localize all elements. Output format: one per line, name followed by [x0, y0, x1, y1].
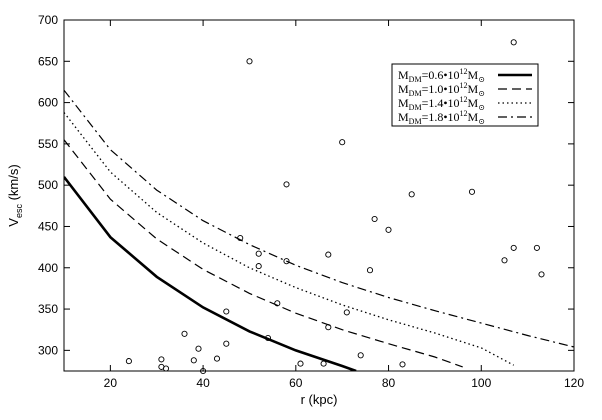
- x-tick-label: 40: [196, 376, 210, 390]
- y-tick-label: 700: [38, 13, 58, 27]
- data-point: [162, 365, 170, 372]
- y-tick-label: 400: [38, 261, 58, 275]
- legend-entry-label: MDM=1.8•1012M⊙: [398, 109, 485, 126]
- y-tick-label: 350: [38, 302, 58, 316]
- x-tick-label: 80: [382, 376, 396, 390]
- x-tick-label: 20: [104, 376, 118, 390]
- data-point: [385, 226, 392, 233]
- data-point: [343, 309, 350, 316]
- x-axis-label: r (kpc): [301, 392, 338, 407]
- data-point: [181, 330, 188, 337]
- data-point: [190, 357, 197, 364]
- y-label-sub: esc: [14, 204, 24, 219]
- y-label-main: V: [6, 218, 21, 227]
- data-point: [125, 358, 132, 365]
- data-point: [510, 244, 517, 251]
- data-point: [158, 356, 165, 363]
- series-line-4: [64, 89, 574, 348]
- data-point: [223, 308, 230, 315]
- y-tick-label: 600: [38, 96, 58, 110]
- legend: MDM=0.6•1012M⊙MDM=1.0•1012M⊙MDM=1.4•1012…: [391, 63, 539, 127]
- data-point: [399, 361, 406, 368]
- data-point: [339, 139, 346, 146]
- y-axis-label: Vesc (km/s): [6, 164, 24, 226]
- data-point: [325, 324, 332, 331]
- data-point: [255, 263, 262, 270]
- axes: 20 40 60 80 100 120 300 350 400 450 500 550 600 650 70…: [38, 13, 584, 390]
- data-point: [223, 340, 230, 347]
- data-point: [538, 271, 545, 278]
- data-point: [371, 215, 378, 223]
- data-point: [468, 188, 476, 195]
- data-point: [325, 251, 332, 258]
- data-point: [264, 334, 272, 342]
- data-point: [274, 300, 281, 307]
- data-point: [533, 244, 540, 251]
- data-point: [283, 181, 290, 188]
- data-point: [237, 234, 244, 242]
- series-line-3: [64, 112, 515, 366]
- y-tick-label: 500: [38, 178, 58, 192]
- y-tick-label: 550: [38, 137, 58, 151]
- data-point: [501, 257, 508, 264]
- y-tick-label: 300: [38, 343, 58, 357]
- data-point: [195, 345, 202, 352]
- legend-entry-label: MDM=0.6•1012M⊙: [398, 67, 485, 84]
- data-point: [408, 191, 415, 198]
- data-point: [297, 360, 304, 367]
- data-point: [246, 58, 253, 65]
- series-line-2: [64, 139, 463, 368]
- data-point: [255, 250, 262, 257]
- y-tick-label: 450: [38, 219, 58, 233]
- x-tick-label: 120: [564, 376, 584, 390]
- y-label-rest: (km/s): [6, 164, 21, 204]
- legend-entry-label: MDM=1.4•1012M⊙: [398, 95, 485, 112]
- legend-entry-label: MDM=1.0•1012M⊙: [398, 81, 485, 98]
- data-point: [283, 258, 290, 265]
- plot-area: [64, 39, 574, 375]
- y-tick-label: 650: [38, 54, 58, 68]
- data-point: [213, 355, 221, 362]
- data-point: [320, 360, 327, 367]
- x-tick-label: 60: [289, 376, 303, 390]
- series-line-1: [64, 176, 357, 371]
- x-tick-label: 100: [471, 376, 491, 390]
- plot-frame: [63, 19, 575, 372]
- data-point: [510, 39, 517, 46]
- data-point: [366, 267, 374, 274]
- data-point: [357, 352, 364, 359]
